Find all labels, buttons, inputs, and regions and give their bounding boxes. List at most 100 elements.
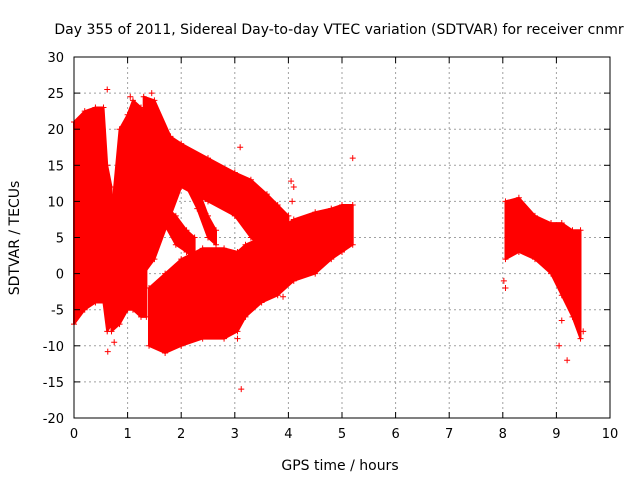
data-point-marker [172,241,179,248]
y-tick-label: -15 [43,376,64,391]
data-point-marker [558,220,565,227]
data-point-marker [258,299,265,306]
data-point-marker [339,202,345,209]
y-tick-label: -5 [51,304,64,319]
data-point-marker [191,256,198,263]
data-point-marker [100,299,107,306]
y-tick-label: 25 [47,87,64,102]
data-point-marker [183,248,190,255]
data-point-marker [205,234,211,241]
data-point-marker [108,328,115,335]
y-tick-label: 20 [47,123,64,138]
data-point-marker [151,256,158,263]
data-point-marker [199,335,206,342]
data-point-marker [221,245,228,252]
data-point-marker [183,227,190,234]
x-tick-label: 2 [177,427,185,442]
data-point-marker [213,227,220,234]
data-point-marker [191,234,198,241]
axis-ticks: 0 1 2 3 4 5 6 7 8 9 10 -20 -15 -10 -5 0 5 10 15 20 25 30 [43,51,619,442]
data-point-marker [247,234,254,241]
data-point-marker [104,86,111,93]
data-point-marker [129,306,136,313]
data-point-marker [146,342,153,349]
data-point-marker [349,241,356,248]
x-tick-label: 10 [602,427,619,442]
data-point-marker [100,104,107,111]
data-point-marker [178,342,185,349]
x-tick-label: 4 [284,427,292,442]
data-point-marker [237,144,244,151]
y-tick-label: 10 [47,195,64,210]
data-point-marker [290,183,297,190]
data-point-marker [234,328,241,335]
y-tick-label: 30 [47,51,64,66]
band-arc-d [146,202,356,357]
data-point-marker [199,245,206,252]
data-point-marker [263,191,270,198]
data-point-marker [569,313,576,320]
band-arc-b [108,97,150,335]
x-tick-label: 7 [445,427,453,442]
data-point-marker [339,248,345,255]
data-point-marker [280,293,287,300]
data-point-marker [531,212,538,219]
data-point-marker [531,256,538,263]
data-point-marker [515,194,522,201]
data-point-marker [178,183,185,190]
data-point-marker [140,270,147,277]
band-area [504,196,582,340]
x-tick-label: 0 [70,427,78,442]
data-point-marker [156,198,163,205]
data-point-marker [234,248,241,255]
x-tick-label: 1 [123,427,131,442]
y-tick-label: 15 [47,159,64,174]
data-series [71,86,587,393]
data-point-marker [183,183,190,190]
data-point-marker [116,126,123,133]
data-point-marker [577,227,584,234]
band-arc-g [502,194,584,342]
outlier-points [104,86,587,393]
band-arc-a [71,104,115,335]
data-point-marker [558,292,565,299]
x-tick-label: 5 [338,427,346,442]
data-point-marker [577,335,584,342]
data-point-marker [312,270,319,277]
data-point-marker [92,104,99,111]
data-point-marker [288,178,295,185]
data-point-marker [580,328,587,335]
data-point-marker [111,339,118,346]
data-point-marker [138,313,144,320]
data-point-marker [289,198,296,205]
data-point-marker [502,256,509,263]
data-point-marker [127,93,134,100]
x-tick-label: 3 [231,427,239,442]
data-point-marker [238,386,245,393]
data-point-marker [258,234,265,241]
data-point-marker [178,256,185,263]
data-point-marker [569,227,576,234]
y-tick-label: -20 [43,412,64,427]
data-point-marker [124,306,131,313]
band-arc-f [183,169,220,248]
data-point-marker [129,97,136,104]
data-point-marker [194,183,201,190]
data-point-marker [242,241,249,248]
data-point-marker [104,162,111,169]
data-point-marker [205,212,211,219]
data-point-marker [92,299,99,306]
data-point-marker [247,176,254,183]
data-point-marker [285,212,292,219]
data-point-marker [162,350,169,357]
data-point-marker [328,256,335,263]
data-point-marker [151,97,158,104]
data-point-marker [572,306,579,313]
data-point-marker [104,348,111,355]
data-point-marker [515,248,522,255]
data-point-marker [349,155,356,162]
x-tick-label: 8 [499,427,507,442]
data-point-marker [548,270,555,277]
y-axis-label: SDTVAR / TECUs [7,181,23,296]
